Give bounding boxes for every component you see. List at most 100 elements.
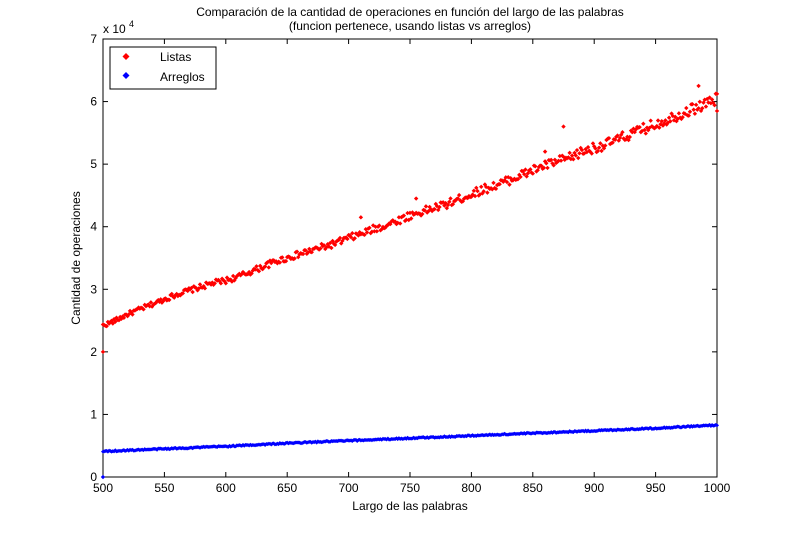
y-multiplier-label: x 10 4 <box>103 19 134 36</box>
listas-point <box>223 281 228 286</box>
listas-point <box>194 286 199 291</box>
listas-point <box>160 299 166 304</box>
legend-marker-arreglos <box>122 72 130 79</box>
y-tick-label: 0 <box>90 470 97 484</box>
listas-point <box>697 99 703 104</box>
listas-point <box>266 265 271 270</box>
listas-point <box>695 107 700 112</box>
x-axis-label: Largo de las palabras <box>352 499 467 513</box>
listas-point <box>687 109 693 114</box>
listas-point <box>377 223 382 228</box>
listas-point <box>332 242 338 248</box>
listas-point <box>374 229 380 234</box>
listas-point <box>679 116 684 122</box>
listas-point <box>614 134 619 139</box>
listas-point <box>677 115 683 120</box>
listas-point <box>696 106 701 111</box>
listas-point <box>576 155 581 161</box>
listas-point <box>504 179 510 185</box>
listas-point <box>472 193 478 199</box>
listas-point <box>606 135 612 141</box>
listas-point <box>544 161 549 166</box>
listas-point <box>510 177 516 183</box>
listas-point <box>455 196 461 201</box>
listas-point <box>601 146 607 151</box>
listas-point <box>668 119 673 124</box>
listas-point <box>690 102 695 107</box>
listas-point <box>633 127 639 132</box>
listas-point <box>396 215 402 220</box>
listas-point <box>173 292 178 298</box>
x-tick-label: 550 <box>154 481 174 495</box>
listas-point <box>582 151 587 156</box>
listas-point <box>549 157 554 163</box>
listas-point <box>589 151 594 156</box>
listas-point <box>639 128 645 134</box>
listas-point <box>620 130 625 135</box>
y-tick-label: 4 <box>90 220 97 234</box>
x-tick-label: 900 <box>584 481 604 495</box>
y-tick-label: 5 <box>90 157 97 171</box>
listas-point <box>148 300 154 305</box>
listas-point <box>280 255 285 260</box>
listas-point <box>497 181 502 187</box>
listas-point <box>592 144 597 149</box>
listas-point-outlier <box>696 83 701 89</box>
listas-point <box>136 305 141 310</box>
legend-box <box>109 46 217 90</box>
listas-point <box>714 91 720 97</box>
listas-point <box>707 95 712 100</box>
listas-point <box>617 135 623 141</box>
y-tick-label: 7 <box>90 32 97 46</box>
listas-point <box>230 273 236 279</box>
listas-point <box>648 118 653 123</box>
listas-point <box>610 140 615 145</box>
listas-point <box>628 128 634 133</box>
x-tick-label: 500 <box>93 481 113 495</box>
listas-point <box>491 180 496 186</box>
listas-point <box>420 211 425 217</box>
listas-point <box>135 306 140 312</box>
listas-point <box>240 269 246 275</box>
listas-point <box>262 264 268 269</box>
listas-point <box>292 256 297 261</box>
chart-subtitle: (funcion pertenece, usando listas vs arr… <box>289 19 531 33</box>
listas-point <box>372 229 377 234</box>
listas-point <box>528 167 533 172</box>
listas-point <box>603 143 608 148</box>
listas-point <box>256 269 262 274</box>
listas-point-outlier <box>358 215 364 220</box>
listas-point <box>397 221 403 226</box>
listas-point <box>653 125 658 130</box>
listas-point <box>641 121 646 126</box>
listas-point <box>447 199 452 205</box>
listas-point <box>318 246 323 251</box>
x-tick-label: 800 <box>461 481 481 495</box>
listas-point <box>116 317 122 323</box>
data-points <box>100 83 720 480</box>
listas-point <box>686 113 691 118</box>
listas-point <box>315 246 321 251</box>
listas-point <box>445 202 451 208</box>
listas-point <box>706 100 711 105</box>
listas-point <box>530 171 535 176</box>
listas-point <box>212 281 217 286</box>
listas-point <box>305 250 311 255</box>
listas-point <box>350 230 355 236</box>
listas-point <box>506 175 511 180</box>
listas-point <box>481 189 486 194</box>
listas-point <box>507 182 512 187</box>
listas-point <box>437 204 442 210</box>
listas-point <box>405 210 410 216</box>
listas-point <box>515 176 521 182</box>
listas-point <box>684 105 689 111</box>
x-tick-label: 700 <box>339 481 359 495</box>
listas-point <box>664 122 669 127</box>
listas-point <box>590 141 596 146</box>
listas-point <box>409 216 414 221</box>
listas-point <box>423 204 429 209</box>
x-tick-label: 850 <box>523 481 543 495</box>
listas-point <box>669 111 674 116</box>
y-tick-label: 2 <box>90 345 97 359</box>
listas-point <box>385 222 391 228</box>
